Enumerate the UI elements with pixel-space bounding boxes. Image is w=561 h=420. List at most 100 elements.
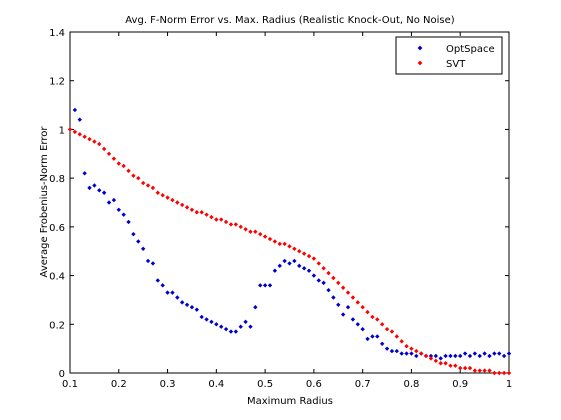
data-point-svt (443, 361, 448, 366)
y-tick-label: 0.4 (49, 272, 65, 283)
data-point-optspace (72, 107, 78, 113)
data-point-svt (101, 146, 107, 152)
data-point-svt (121, 163, 126, 169)
data-point-optspace (238, 324, 243, 329)
data-point-optspace (184, 302, 190, 307)
data-point-optspace (336, 302, 341, 307)
data-point-svt (228, 222, 234, 227)
data-point-optspace (214, 322, 219, 327)
data-point-svt (467, 365, 473, 371)
data-point-optspace (492, 351, 497, 356)
data-point-svt (419, 351, 424, 356)
data-point-optspace (301, 266, 307, 271)
legend-marker-svt (417, 60, 423, 66)
data-point-optspace (458, 353, 463, 359)
data-point-svt (482, 368, 487, 373)
data-point-optspace (365, 336, 370, 342)
data-point-optspace (209, 319, 214, 325)
data-point-svt (292, 246, 297, 251)
y-tick-label: 1 (59, 125, 65, 136)
data-point-svt (67, 127, 73, 132)
data-point-optspace (272, 268, 278, 273)
data-point-optspace (506, 351, 512, 356)
data-point-optspace (414, 353, 419, 359)
data-point-optspace (165, 290, 170, 295)
data-point-svt (204, 212, 209, 217)
data-point-svt (497, 370, 502, 376)
data-point-svt (306, 253, 312, 259)
data-point-optspace (316, 278, 321, 283)
data-point-svt (287, 244, 292, 249)
data-point-optspace (228, 329, 234, 334)
data-point-optspace (443, 353, 448, 359)
data-point-optspace (453, 353, 458, 359)
data-point-svt (145, 183, 151, 188)
data-point-svt (223, 219, 229, 225)
data-point-svt (462, 365, 468, 371)
legend-label-optspace: OptSpace (446, 44, 495, 55)
x-tick-label: 0.6 (306, 379, 322, 390)
data-point-optspace (360, 326, 365, 332)
data-point-svt (170, 197, 175, 203)
data-point-svt (453, 363, 458, 368)
data-point-optspace (340, 312, 346, 317)
data-point-optspace (433, 353, 439, 359)
data-point-optspace (462, 351, 468, 356)
data-point-svt (111, 156, 117, 161)
data-point-svt (311, 256, 317, 261)
data-point-svt (321, 266, 326, 271)
data-point-optspace (131, 231, 136, 237)
data-point-optspace (267, 283, 273, 288)
data-point-svt (262, 234, 268, 239)
data-point-svt (82, 134, 87, 139)
data-point-svt (72, 129, 78, 135)
data-point-svt (301, 251, 307, 256)
data-point-optspace (482, 351, 487, 356)
data-point-optspace (277, 263, 282, 269)
x-tick-label: 0.8 (403, 379, 419, 390)
x-tick-label: 1 (506, 379, 512, 390)
legend: OptSpace SVT (395, 36, 503, 75)
data-point-optspace (140, 246, 146, 251)
data-point-optspace (379, 341, 385, 346)
data-point-svt (238, 224, 243, 230)
data-point-optspace (501, 353, 507, 359)
data-point-svt (131, 173, 136, 178)
data-point-optspace (370, 334, 375, 339)
y-tick-label: 0.6 (49, 223, 65, 234)
data-point-optspace (394, 348, 400, 354)
data-point-svt (97, 141, 102, 147)
data-point-optspace (404, 351, 409, 356)
data-point-optspace (92, 183, 97, 188)
y-tick-label: 1.4 (49, 28, 65, 39)
y-tick-label: 0.2 (49, 320, 65, 331)
legend-marker-optspace (417, 45, 423, 51)
data-point-optspace (399, 351, 404, 356)
data-point-svt (199, 210, 204, 215)
data-point-svt (92, 139, 97, 144)
data-point-svt (409, 346, 414, 351)
data-point-svt (155, 190, 160, 195)
data-point-svt (438, 361, 443, 366)
data-point-svt (140, 180, 146, 186)
data-point-optspace (204, 317, 209, 322)
data-point-svt (189, 207, 195, 213)
data-point-optspace (150, 261, 156, 266)
data-point-optspace (233, 329, 239, 334)
data-point-svt (258, 231, 263, 237)
data-point-svt (414, 348, 419, 354)
data-point-optspace (223, 326, 229, 332)
data-point-optspace (145, 258, 151, 264)
data-point-svt (350, 295, 356, 300)
data-point-svt (399, 339, 404, 344)
data-point-svt (297, 249, 302, 254)
data-point-svt (336, 280, 341, 286)
data-point-svt (184, 205, 190, 210)
data-point-optspace (253, 305, 258, 310)
data-point-optspace (487, 353, 492, 359)
data-point-optspace (472, 351, 478, 356)
data-point-svt (506, 370, 512, 376)
data-points (67, 107, 512, 376)
data-point-optspace (179, 300, 185, 305)
x-axis-label: Maximum Radius (247, 396, 333, 407)
